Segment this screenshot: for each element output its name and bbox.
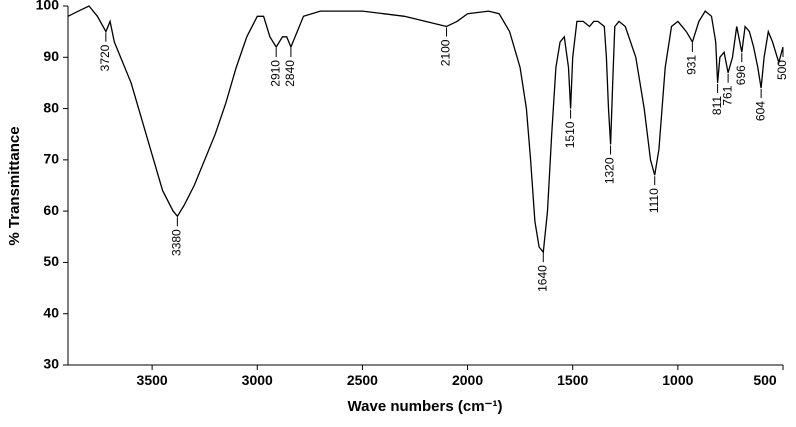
annotation: 604: [753, 101, 767, 121]
annotation: 1110: [647, 188, 661, 213]
annotation: 1510: [563, 121, 577, 148]
x-axis-title: Wave numbers (cm⁻¹): [348, 398, 503, 415]
y-tick-label: 60: [43, 202, 59, 218]
y-tick-label: 70: [43, 151, 59, 167]
x-tick-label: 3000: [242, 372, 273, 388]
y-axis-title: % Transmittance: [6, 126, 23, 245]
annotation: 500: [775, 60, 789, 80]
annotation: 811: [710, 96, 724, 115]
annotation: 931: [685, 55, 699, 75]
annotation: 3720: [98, 44, 112, 71]
x-tick-label: 2000: [452, 372, 483, 388]
x-tick-label: 500: [753, 372, 777, 388]
annotation: 2910: [268, 60, 282, 87]
annotation: 696: [734, 65, 748, 85]
y-tick-label: 90: [43, 48, 59, 64]
annotation: 1640: [535, 265, 549, 292]
x-tick-label: 1000: [662, 372, 693, 388]
y-tick-label: 50: [43, 253, 59, 269]
y-tick-label: 40: [43, 304, 59, 320]
x-tick-label: 3500: [137, 372, 168, 388]
y-tick-label: 80: [43, 99, 59, 115]
annotation: 3380: [170, 229, 184, 256]
x-tick-label: 1500: [557, 372, 588, 388]
annotation: 2100: [439, 39, 453, 66]
y-tick-label: 100: [36, 0, 60, 13]
annotation: 2840: [283, 60, 297, 87]
annotation: 1320: [603, 157, 617, 184]
spectrum-line: [67, 5, 784, 254]
x-tick-label: 2500: [347, 372, 378, 388]
y-tick-label: 30: [43, 356, 59, 372]
annotation: 761: [720, 85, 734, 105]
